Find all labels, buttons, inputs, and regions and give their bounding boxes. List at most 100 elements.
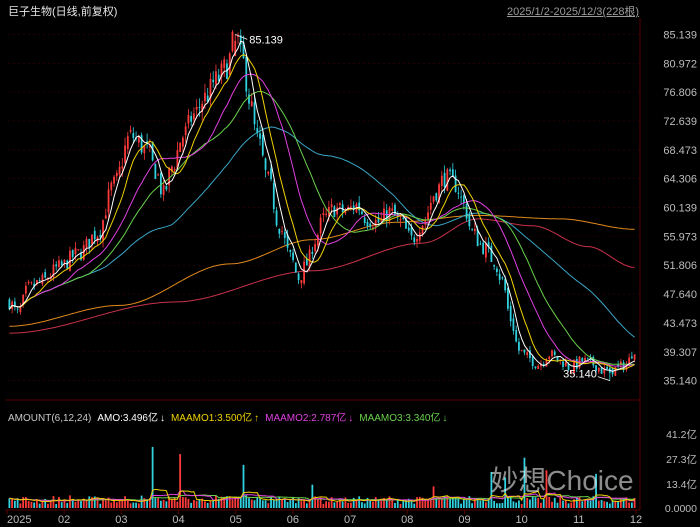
volume-bar <box>523 457 526 508</box>
volume-bar <box>184 497 187 508</box>
volume-bar <box>77 499 80 508</box>
candle-body <box>281 231 283 233</box>
price-tick-label: 68.473 <box>663 145 697 157</box>
volume-bar <box>570 502 573 508</box>
low-price-label: 35.140 <box>563 369 597 381</box>
candle-body <box>369 223 372 227</box>
volume-bar <box>270 496 272 508</box>
candle-body <box>162 185 165 195</box>
volume-bar <box>27 501 30 508</box>
candle-body <box>584 357 586 361</box>
volume-bar <box>66 503 69 508</box>
candle-body <box>496 268 498 272</box>
time-tick-label: 11 <box>573 514 584 526</box>
price-tick-label: 43.473 <box>663 318 697 330</box>
volume-bar <box>619 498 622 508</box>
date-range[interactable]: 2025/1/2-2025/12/3(228根) <box>507 6 640 18</box>
volume-bar <box>36 499 38 508</box>
candle-body <box>168 167 171 186</box>
volume-bar <box>496 503 498 508</box>
volume-bar <box>633 497 636 508</box>
volume-bar <box>314 496 317 508</box>
volume-bar <box>556 502 559 508</box>
candle-body <box>157 174 160 176</box>
time-tick-label: 05 <box>230 514 242 526</box>
volume-bar <box>248 498 250 508</box>
candle-body <box>482 242 485 254</box>
candle-body <box>586 357 589 359</box>
volume-bar <box>457 498 460 508</box>
volume-bar <box>377 499 380 508</box>
volume-bar <box>25 497 27 508</box>
price-tick-label: 51.806 <box>663 260 697 272</box>
candle-body <box>361 211 363 215</box>
candle-body <box>589 357 592 359</box>
volume-bar <box>531 496 534 508</box>
candle-body <box>27 281 30 284</box>
candle-body <box>551 350 553 357</box>
candle-body <box>462 195 465 203</box>
volume-bar <box>272 499 275 508</box>
volume-bar <box>60 502 63 508</box>
volume-bar <box>606 501 608 508</box>
price-tick-label: 64.306 <box>663 174 697 186</box>
volume-bar <box>170 499 173 508</box>
volume-bar <box>151 446 154 508</box>
candle-body <box>407 227 410 231</box>
volume-bar <box>303 500 305 508</box>
volume-bar <box>537 497 540 508</box>
low-pointer <box>597 376 610 382</box>
candle-body <box>504 279 507 291</box>
volume-bar <box>479 500 482 508</box>
candle-body <box>80 252 82 260</box>
volume-bar <box>559 497 562 508</box>
volume-tick-label: 13.4亿 <box>666 478 697 491</box>
volume-bar <box>518 500 520 508</box>
candle-body <box>600 367 603 374</box>
volume-bar <box>217 498 220 508</box>
volume-bar <box>118 500 121 508</box>
candle-body <box>215 71 217 85</box>
candle-body <box>350 206 352 208</box>
volume-bar <box>355 500 358 508</box>
candle-body <box>242 41 245 58</box>
candle-body <box>259 133 261 139</box>
volume-bar <box>297 498 300 508</box>
candle-body <box>438 184 440 203</box>
volume-bar <box>283 498 286 508</box>
ma5-line <box>8 40 635 373</box>
volume-bar <box>113 499 115 508</box>
volume-bar <box>399 503 402 508</box>
candle-body <box>339 203 341 205</box>
volume-bar <box>204 501 206 508</box>
candle-body <box>137 137 140 143</box>
candle-body <box>573 361 575 373</box>
time-tick-label: 08 <box>401 514 413 526</box>
candle-body <box>416 239 418 242</box>
candle-body <box>490 245 493 262</box>
volume-bar <box>289 499 292 508</box>
candle-body <box>204 92 206 102</box>
candle-body <box>396 215 399 217</box>
candle-body <box>245 56 248 92</box>
volume-bar <box>19 503 22 508</box>
volume-bar <box>121 499 124 508</box>
candle-body <box>336 207 339 215</box>
candle-body <box>465 204 468 219</box>
volume-bar <box>193 500 195 508</box>
volume-bar <box>369 500 372 508</box>
candle-body <box>132 133 135 138</box>
candle-body <box>22 294 25 305</box>
candle-body <box>118 166 121 175</box>
candle-body <box>91 234 93 245</box>
candle-body <box>427 212 429 220</box>
volume-bar <box>402 500 405 508</box>
volume-bar <box>80 501 82 508</box>
candle-body <box>126 136 129 150</box>
volume-bar <box>107 497 110 508</box>
volume-bar <box>74 501 77 508</box>
candle-body <box>193 113 195 120</box>
candle-body <box>248 94 250 104</box>
candle-body <box>99 234 102 238</box>
candle-body <box>239 35 242 45</box>
